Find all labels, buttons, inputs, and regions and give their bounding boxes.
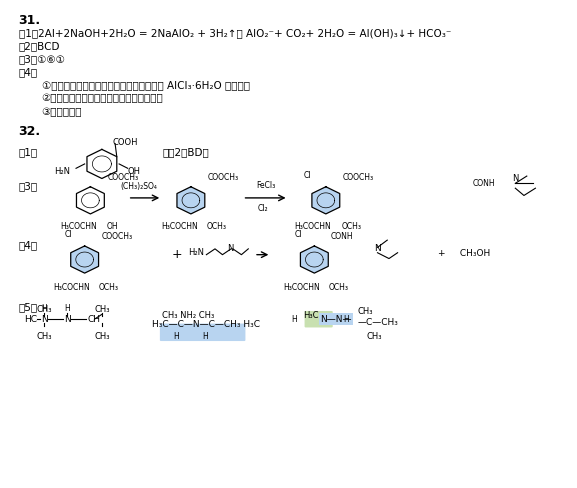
Text: H₂N: H₂N [188,248,204,257]
Text: CH₃: CH₃ [94,305,110,314]
Text: OCH₃: OCH₃ [329,283,349,292]
Text: 31.: 31. [18,14,41,26]
Text: 32.: 32. [18,125,41,138]
Text: H: H [343,315,349,324]
Text: N: N [41,315,48,324]
Text: H₃COCHN: H₃COCHN [161,222,198,231]
Polygon shape [177,187,205,214]
Text: H: H [291,315,297,324]
Text: N: N [374,244,381,253]
Text: (CH₃)₂SO₄: (CH₃)₂SO₄ [121,182,158,191]
Polygon shape [71,246,99,273]
Text: OCH₃: OCH₃ [207,222,227,231]
Text: COOCH₃: COOCH₃ [343,173,374,182]
Polygon shape [301,246,328,273]
Text: H: H [42,304,47,313]
Text: OCH₃: OCH₃ [342,222,362,231]
Text: H₃C: H₃C [303,311,319,320]
Text: CH₃ NH₂ CH₃: CH₃ NH₂ CH₃ [162,311,215,320]
Text: Cl: Cl [304,171,312,180]
FancyBboxPatch shape [305,311,333,327]
Text: H₃COCHN: H₃COCHN [53,283,90,292]
Text: COOCH₃: COOCH₃ [108,173,138,182]
Text: （5）: （5） [18,302,38,312]
Text: ①氯化氮易溶于水，气流带走水分，使其以 AlCl₃·6H₂O 结晶析出: ①氯化氮易溶于水，气流带走水分，使其以 AlCl₃·6H₂O 结晶析出 [42,81,250,90]
Text: FeCl₃: FeCl₃ [256,181,275,190]
Text: （4）: （4） [18,67,38,78]
Text: N—N—: N—N— [320,315,351,324]
FancyBboxPatch shape [160,324,245,341]
Text: H₃C—C—N—C—CH₃ H₃C: H₃C—C—N—C—CH₃ H₃C [152,320,260,328]
Text: CONH: CONH [472,179,495,188]
Text: HC: HC [24,315,38,324]
Text: H₃COCHN: H₃COCHN [61,222,98,231]
Text: ；（2）BD；: ；（2）BD； [162,147,209,157]
Text: （2）BCD: （2）BCD [18,41,60,51]
Text: Cl: Cl [294,230,302,239]
Text: （1）: （1） [18,147,38,157]
Text: H: H [174,332,179,341]
Text: N: N [64,315,71,324]
Text: Cl₂: Cl₂ [257,204,268,213]
Text: +     CH₃OH: + CH₃OH [438,249,490,258]
Text: N: N [227,244,233,253]
Text: OH: OH [107,222,118,231]
Text: （3）①⑥①: （3）①⑥① [18,54,66,64]
Text: CONH: CONH [331,232,353,241]
Text: CH₃: CH₃ [37,332,52,341]
Text: COOH: COOH [112,138,138,146]
Text: COOCH₃: COOCH₃ [208,173,239,182]
Text: OH: OH [128,167,141,176]
Text: —C—CH₃: —C—CH₃ [357,318,398,327]
Text: H₃COCHN: H₃COCHN [283,283,320,292]
Text: （1）2Al+2NaOH+2H₂O = 2NaAlO₂ + 3H₂↑； AlO₂⁻+ CO₂+ 2H₂O = Al(OH)₃↓+ HCO₃⁻: （1）2Al+2NaOH+2H₂O = 2NaAlO₂ + 3H₂↑； AlO₂… [18,28,451,38]
Text: H₃COCHN: H₃COCHN [294,222,331,231]
Text: （4）: （4） [18,240,38,250]
Text: Cl: Cl [65,230,72,239]
Text: CH₃: CH₃ [357,307,373,316]
Text: N: N [512,174,519,183]
Text: H: H [65,304,70,313]
Text: ②强酸性环境会腐蚀滤纸；饱和氯化铝溶液: ②强酸性环境会腐蚀滤纸；饱和氯化铝溶液 [42,94,163,103]
Text: CH: CH [88,315,100,324]
Polygon shape [312,187,340,214]
Text: OCH₃: OCH₃ [99,283,119,292]
Text: COOCH₃: COOCH₃ [102,232,133,241]
Text: H₂N: H₂N [54,167,70,176]
Text: CH₃: CH₃ [94,332,110,341]
Text: CH₃: CH₃ [37,305,52,314]
Text: +: + [171,248,182,261]
Text: H: H [203,332,208,341]
Text: ③用滤纸吸干: ③用滤纸吸干 [42,107,82,117]
Text: （3）: （3） [18,181,38,191]
Text: CH₃: CH₃ [367,332,383,341]
